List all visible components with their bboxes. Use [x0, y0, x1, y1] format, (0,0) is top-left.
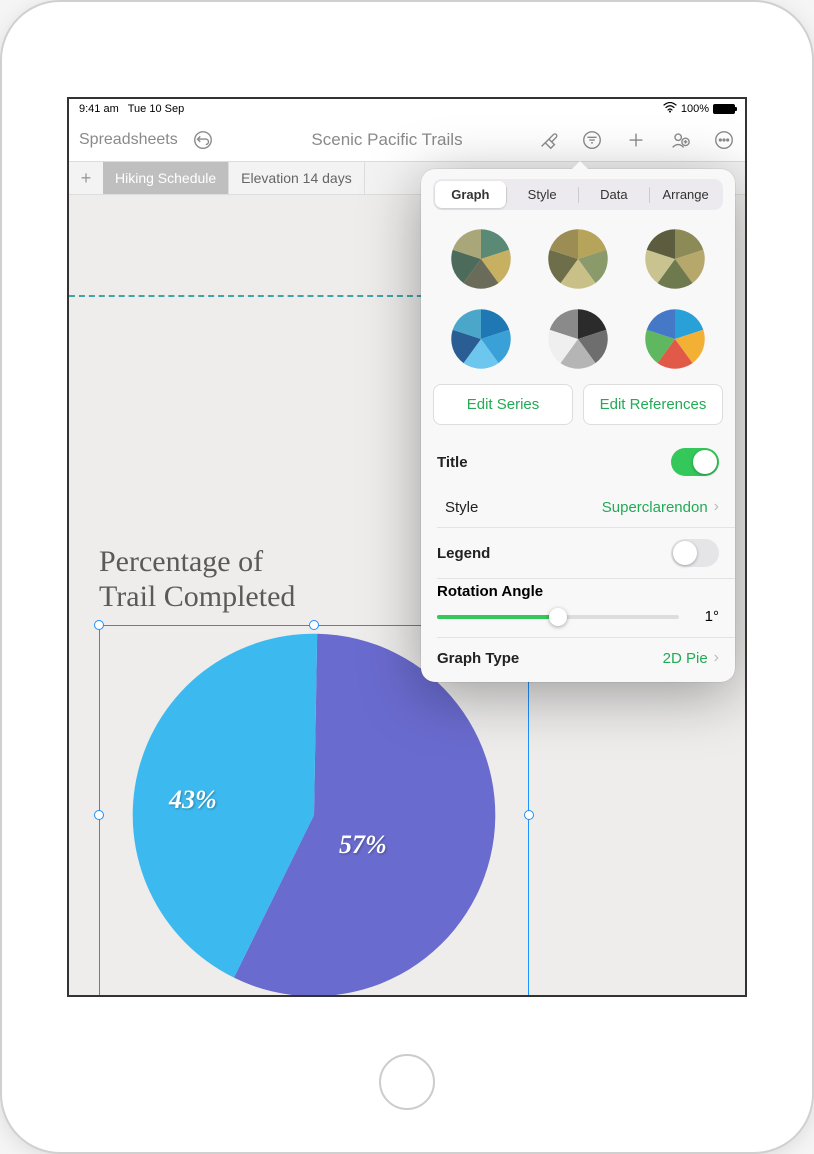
title-toggle[interactable] [671, 448, 719, 476]
document-title: Scenic Pacific Trails [253, 130, 521, 150]
wifi-icon [663, 102, 677, 116]
home-button[interactable] [379, 1054, 435, 1110]
seg-data[interactable]: Data [579, 181, 650, 208]
chevron-right-icon: › [714, 649, 719, 667]
ipad-frame: 9:41 am Tue 10 Sep 100% Spreadsheets Sce… [0, 0, 814, 1154]
rotation-label: Rotation Angle [437, 583, 719, 608]
chart-style-option[interactable] [450, 228, 512, 290]
edit-series-button[interactable]: Edit Series [433, 384, 573, 425]
battery-icon [713, 104, 735, 114]
status-left: 9:41 am Tue 10 Sep [79, 103, 184, 115]
status-time: 9:41 am [79, 103, 119, 115]
status-date: Tue 10 Sep [128, 103, 184, 115]
pie-label-43: 43% [169, 785, 217, 815]
edit-references-button[interactable]: Edit References [583, 384, 723, 425]
graph-type-value: 2D Pie [663, 650, 708, 667]
undo-icon[interactable] [192, 129, 214, 151]
chart-style-option[interactable] [450, 308, 512, 370]
legend-row: Legend [421, 528, 735, 578]
more-icon[interactable] [713, 129, 735, 151]
format-segmented-control[interactable]: Graph Style Data Arrange [433, 179, 723, 210]
format-brush-icon[interactable] [537, 129, 559, 151]
resize-handle[interactable] [94, 810, 104, 820]
chart-title-line1: Percentage of [99, 545, 295, 580]
legend-toggle[interactable] [671, 539, 719, 567]
status-right: 100% [663, 102, 735, 116]
rotation-slider[interactable] [437, 615, 679, 619]
title-style-row[interactable]: Style Superclarendon › [421, 487, 735, 527]
style-label: Style [437, 499, 602, 516]
chevron-right-icon: › [714, 498, 719, 516]
style-value: Superclarendon [602, 499, 708, 516]
graph-type-row[interactable]: Graph Type 2D Pie › [421, 638, 735, 678]
title-label: Title [437, 454, 671, 471]
seg-arrange[interactable]: Arrange [650, 181, 721, 208]
resize-handle[interactable] [524, 810, 534, 820]
chart-title: Percentage of Trail Completed [99, 545, 295, 614]
chart-style-option[interactable] [547, 228, 609, 290]
legend-label: Legend [437, 545, 671, 562]
format-popover: Graph Style Data Arrange Edit Series Edi… [421, 169, 735, 682]
add-sheet-button[interactable]: + [69, 162, 103, 194]
collaborate-icon[interactable] [669, 129, 691, 151]
resize-handle[interactable] [309, 620, 319, 630]
filter-icon[interactable] [581, 129, 603, 151]
battery-pct: 100% [681, 103, 709, 115]
toolbar: Spreadsheets Scenic Pacific Trails [69, 119, 745, 161]
title-row: Title [421, 437, 735, 487]
chart-style-option[interactable] [644, 308, 706, 370]
chart-styles-grid [421, 210, 735, 384]
rotation-value: 1° [691, 608, 719, 625]
graph-type-label: Graph Type [437, 650, 663, 667]
pie-label-57: 57% [339, 830, 387, 860]
plus-icon[interactable] [625, 129, 647, 151]
chart-style-option[interactable] [644, 228, 706, 290]
back-button[interactable]: Spreadsheets [79, 131, 178, 149]
sheet-tab-second[interactable]: Elevation 14 days [229, 162, 365, 194]
resize-handle[interactable] [94, 620, 104, 630]
chart-title-line2: Trail Completed [99, 580, 295, 615]
seg-graph[interactable]: Graph [435, 181, 506, 208]
chart-style-option[interactable] [547, 308, 609, 370]
rotation-row: Rotation Angle 1° [421, 579, 735, 637]
sheet-tab-active[interactable]: Hiking Schedule [103, 162, 229, 194]
screen: 9:41 am Tue 10 Sep 100% Spreadsheets Sce… [67, 97, 747, 997]
status-bar: 9:41 am Tue 10 Sep 100% [69, 99, 745, 119]
seg-style[interactable]: Style [507, 181, 578, 208]
pie-chart[interactable]: 43% 57% [129, 630, 499, 997]
